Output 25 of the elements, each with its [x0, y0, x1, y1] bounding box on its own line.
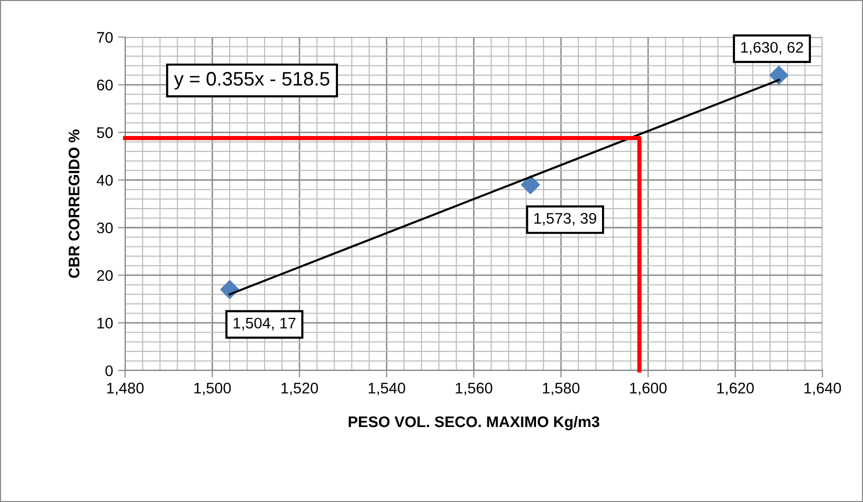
y-tick-label: 50: [96, 127, 113, 138]
y-tick-label: 10: [98, 318, 113, 329]
x-tick-label: 1,640: [804, 382, 841, 396]
data-label: 1,504, 17: [234, 318, 296, 330]
x-tick-label: 1,500: [194, 382, 231, 396]
data-label: 1,630, 62: [741, 42, 804, 55]
x-tick-label: 1,480: [107, 382, 144, 396]
x-tick-label: 1,580: [543, 382, 580, 396]
x-tick-label: 1,600: [630, 382, 667, 396]
x-tick-label: 1,520: [282, 382, 318, 396]
y-tick-label: 0: [105, 365, 113, 376]
point: [520, 175, 540, 194]
annotation: y = 0.355x - 518.5: [174, 72, 330, 90]
x-tick-label: 1,560: [456, 382, 492, 396]
y-tick-label: 40: [96, 174, 113, 186]
x-axis-title: PESO VOL. SECO. MAXIMO Kg/m3: [348, 416, 600, 430]
y-axis-title: CBR CORREGIDO %: [68, 130, 80, 278]
y-tick-label: 60: [97, 80, 113, 90]
point: [769, 66, 788, 85]
y-tick-label: 20: [97, 270, 113, 281]
data-label: 1,573, 39: [534, 212, 596, 226]
y-tick-label: 70: [97, 32, 113, 43]
x-tick-label: 1,540: [368, 382, 406, 396]
x-tick-label: 1,620: [717, 382, 754, 396]
y-tick-label: 30: [96, 222, 113, 234]
